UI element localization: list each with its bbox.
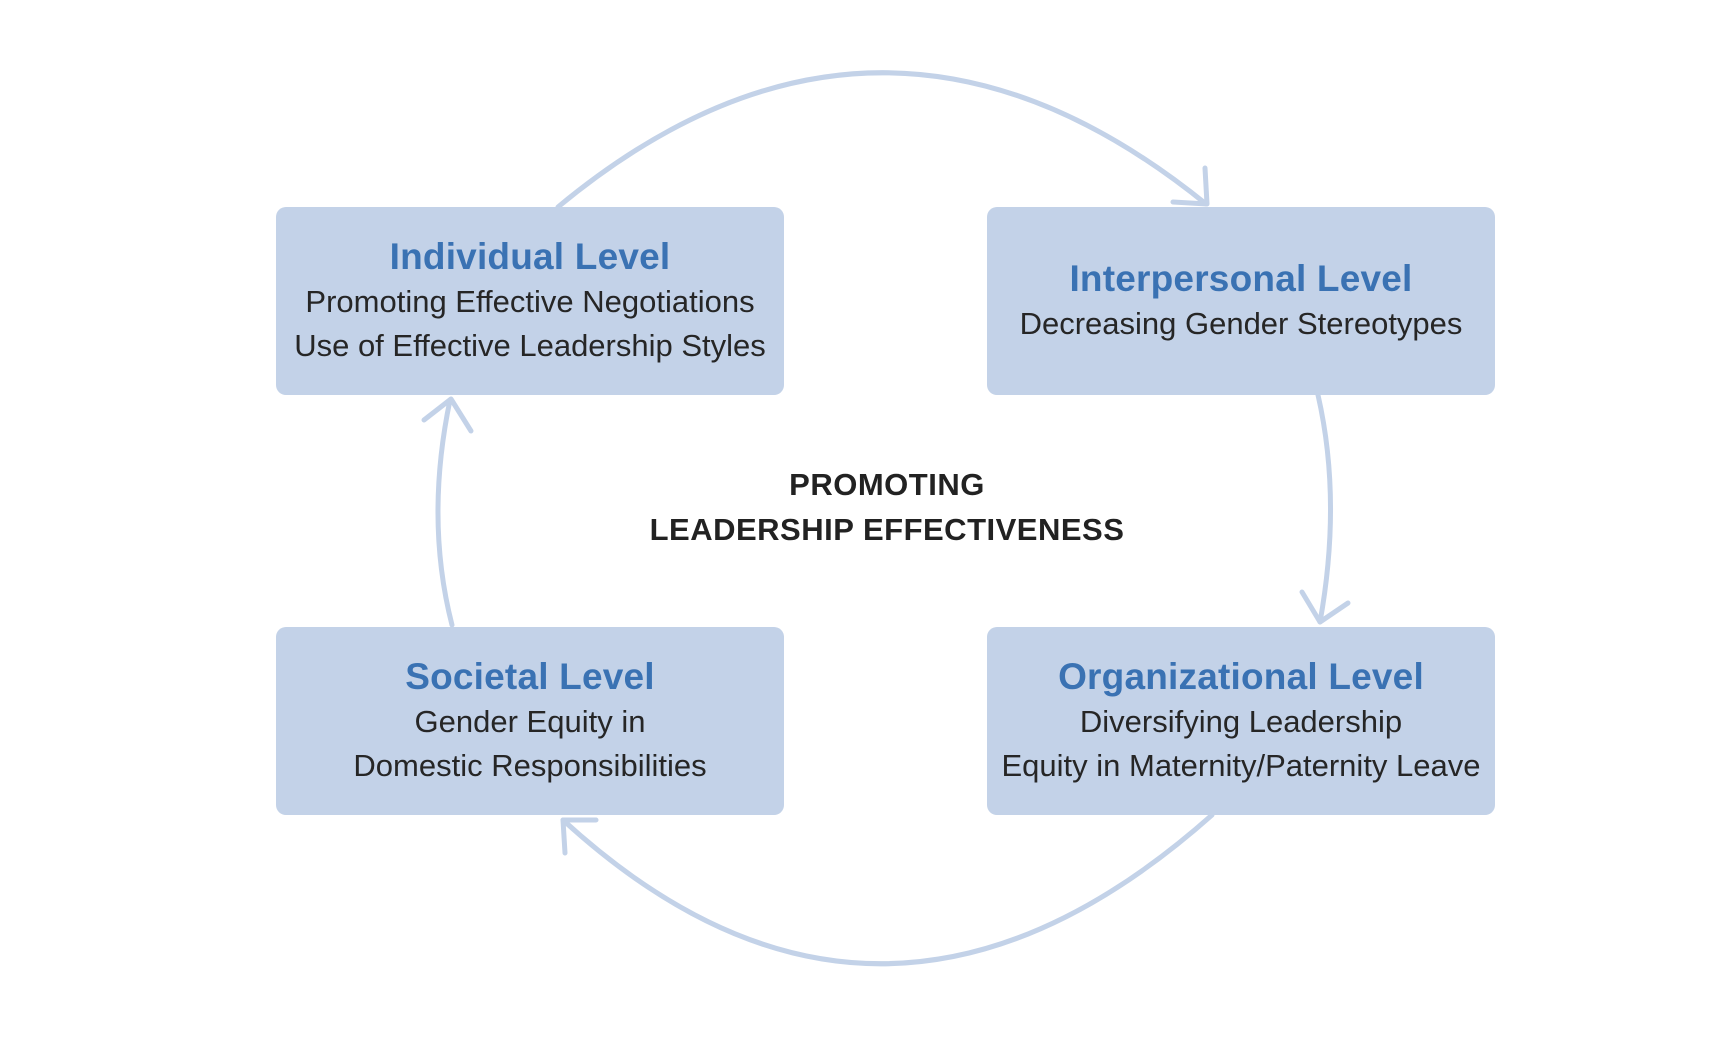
arrowhead-left-icon — [421, 396, 474, 434]
arrowhead-top-icon — [1170, 165, 1210, 207]
arrow-societal-to-individual — [435, 397, 455, 628]
center-label-line-2: LEADERSHIP EFFECTIVENESS — [649, 512, 1125, 547]
individual-level-line-2: Use of Effective Leadership Styles — [294, 328, 766, 363]
societal-level-box: Societal Level Gender Equity in Domestic… — [276, 627, 784, 815]
arrowhead-bottom-icon — [560, 817, 599, 856]
organizational-level-title: Organizational Level — [1058, 656, 1424, 697]
societal-level-line-2: Domestic Responsibilities — [353, 748, 707, 783]
arrow-interpersonal-to-organizational — [1315, 392, 1333, 625]
organizational-level-box: Organizational Level Diversifying Leader… — [987, 627, 1495, 815]
societal-level-line-1: Gender Equity in — [414, 704, 646, 739]
individual-level-line-1: Promoting Effective Negotiations — [305, 284, 755, 319]
organizational-level-line-2: Equity in Maternity/Paternity Leave — [1001, 748, 1481, 783]
individual-level-box: Individual Level Promoting Effective Neg… — [276, 207, 784, 395]
center-label: PROMOTING LEADERSHIP EFFECTIVENESS — [557, 462, 1217, 552]
organizational-level-line-1: Diversifying Leadership — [1079, 704, 1403, 739]
interpersonal-level-line-1: Decreasing Gender Stereotypes — [1019, 306, 1463, 341]
center-label-line-1: PROMOTING — [789, 467, 985, 502]
individual-level-title: Individual Level — [389, 236, 671, 277]
arrow-organizational-to-societal — [560, 812, 1215, 967]
arrowhead-right-icon — [1299, 589, 1351, 625]
arrow-individual-to-interpersonal — [555, 70, 1209, 210]
interpersonal-level-box: Interpersonal Level Decreasing Gender St… — [987, 207, 1495, 395]
societal-level-title: Societal Level — [405, 656, 655, 697]
interpersonal-level-title: Interpersonal Level — [1069, 258, 1413, 299]
